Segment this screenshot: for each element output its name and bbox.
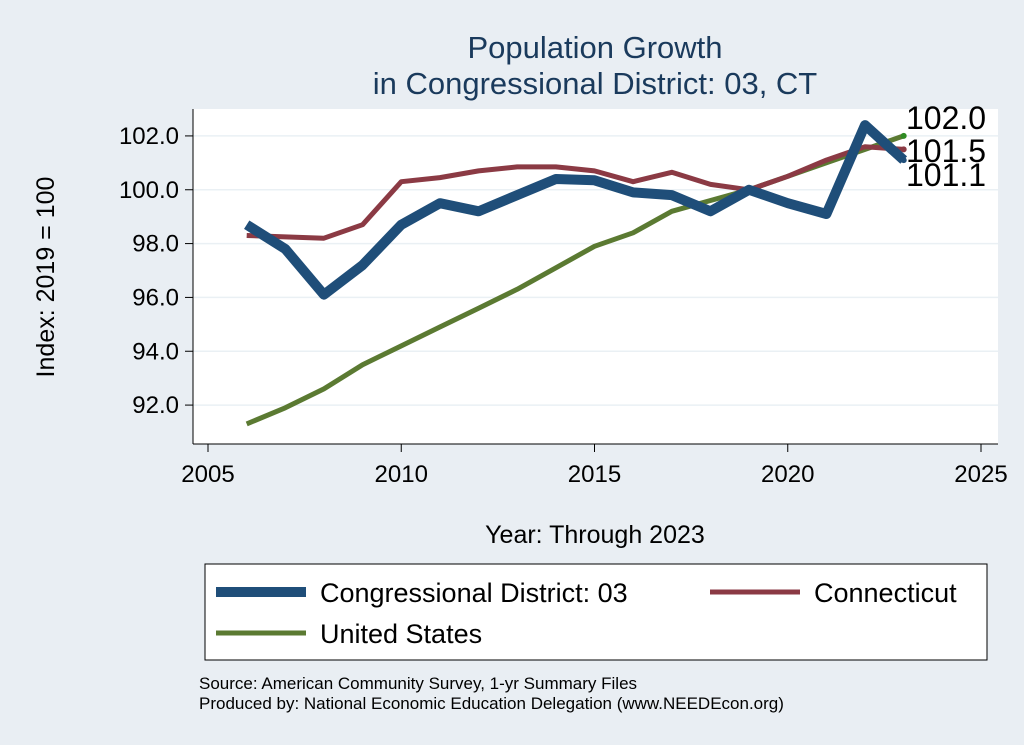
y-tick-label-2: 96.0 (132, 284, 179, 311)
legend-label-district: Congressional District: 03 (320, 578, 628, 608)
chart-title-line-2: in Congressional District: 03, CT (373, 66, 818, 101)
x-tick-label-3: 2020 (761, 461, 814, 488)
producer-note: Produced by: National Economic Education… (199, 694, 784, 713)
x-ticks: 2005 2010 2015 2020 2025 (181, 444, 1008, 488)
legend-box (204, 563, 988, 661)
end-marker-district (900, 157, 907, 164)
x-axis-label: Year: Through 2023 (485, 521, 705, 549)
end-marker-connecticut (900, 146, 907, 153)
end-marker-united-states (900, 132, 907, 139)
source-note: Source: American Community Survey, 1-yr … (199, 674, 637, 693)
series-line-district (244, 120, 908, 300)
legend-label-united-states: United States (320, 619, 482, 649)
end-label-district: 101.1 (906, 157, 986, 193)
y-tick-label-0: 92.0 (132, 392, 179, 419)
end-label-connecticut: 101.5 (906, 133, 986, 169)
chart-title-line-1: Population Growth (467, 30, 722, 65)
x-tick-label-4: 2025 (954, 461, 1007, 488)
y-tick-label-3: 98.0 (132, 231, 179, 258)
y-tick-label-1: 94.0 (132, 338, 179, 365)
y-tick-label-5: 102.0 (119, 123, 179, 150)
legend-label-connecticut: Connecticut (814, 578, 957, 608)
x-tick-label-2: 2015 (568, 461, 621, 488)
axes (192, 109, 998, 445)
y-axis-label: Index: 2019 = 100 (32, 177, 60, 378)
y-tick-label-4: 100.0 (119, 177, 179, 204)
series-group (244, 120, 908, 427)
x-tick-label-1: 2010 (375, 461, 428, 488)
y-ticks: 92.0 94.0 96.0 98.0 100.0 102.0 (119, 123, 193, 419)
legend: Congressional District: 03 Connecticut U… (204, 563, 988, 661)
end-label-united-states: 102.0 (906, 100, 986, 136)
series-line-connecticut (246, 144, 904, 241)
x-tick-label-0: 2005 (181, 461, 234, 488)
